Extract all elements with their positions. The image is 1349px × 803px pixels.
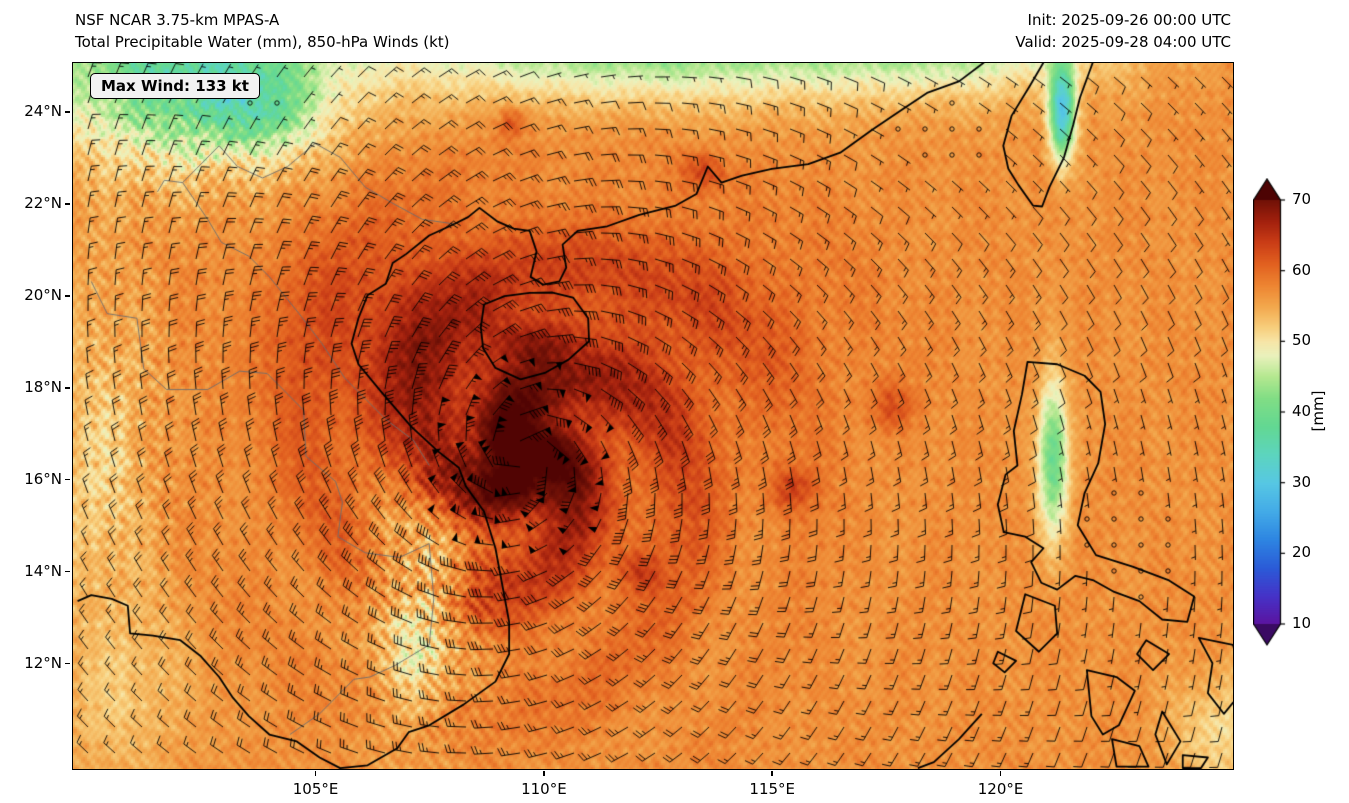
- y-tick-label: 22°N: [24, 193, 62, 212]
- y-tick-mark: [65, 295, 70, 297]
- x-tick-label: 110°E: [521, 779, 567, 798]
- colorbar-canvas: [1253, 178, 1287, 647]
- x-tick-label: 115°E: [749, 779, 796, 798]
- y-tick-mark: [65, 111, 70, 113]
- colorbar-tick-label: 50: [1292, 331, 1312, 350]
- colorbar-tick-label: 10: [1292, 614, 1312, 632]
- colorbar-tick-label: 20: [1292, 543, 1312, 562]
- map-frame: Max Wind: 133 kt: [72, 62, 1234, 770]
- y-tick-label: 12°N: [24, 653, 62, 672]
- y-tick-label: 16°N: [24, 469, 62, 488]
- time-block: Init: 2025-09-26 00:00 UTC Valid: 2025-0…: [1015, 9, 1231, 53]
- y-tick-label: 14°N: [24, 561, 62, 580]
- y-tick-mark: [65, 662, 70, 665]
- x-tick-label: 105°E: [292, 779, 339, 798]
- y-tick-mark: [65, 203, 70, 205]
- x-tick-mark: [771, 771, 773, 776]
- model-name: NSF NCAR 3.75-km MPAS-A: [75, 11, 280, 29]
- map-canvas: [73, 63, 1233, 769]
- colorbar-tick-label: 40: [1292, 402, 1312, 420]
- colorbar-tick-label: 60: [1292, 260, 1312, 279]
- x-tick-label: 120°E: [977, 779, 1024, 798]
- valid-time: Valid: 2025-09-28 04:00 UTC: [1015, 33, 1231, 51]
- max-wind-badge: Max Wind: 133 kt: [90, 73, 260, 99]
- title-block: NSF NCAR 3.75-km MPAS-A Total Precipitab…: [75, 9, 450, 53]
- y-tick-mark: [65, 570, 70, 573]
- x-tick-mark: [314, 771, 317, 776]
- x-tick-mark: [999, 771, 1002, 776]
- y-tick-label: 20°N: [24, 285, 62, 304]
- field-description: Total Precipitable Water (mm), 850-hPa W…: [75, 33, 450, 51]
- init-time: Init: 2025-09-26 00:00 UTC: [1027, 11, 1231, 29]
- colorbar-tick-label: 30: [1292, 472, 1312, 491]
- y-tick-label: 24°N: [24, 101, 62, 120]
- colorbar-label: [mm]: [1309, 390, 1327, 432]
- y-tick-mark: [65, 387, 70, 389]
- x-tick-mark: [543, 771, 545, 776]
- y-tick-mark: [65, 478, 70, 481]
- colorbar-tick-label: 70: [1292, 190, 1312, 208]
- y-tick-label: 18°N: [24, 377, 62, 396]
